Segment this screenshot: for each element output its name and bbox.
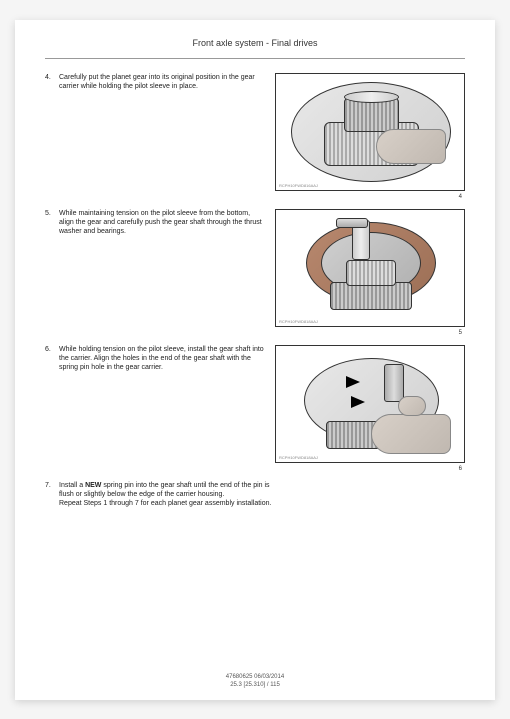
footer-date: 47680625 06/03/2014 [15,674,495,680]
page-header: Front axle system - Final drives [45,38,465,59]
step-number: 5. [45,209,55,327]
gear-small-icon [344,98,399,132]
figure-caption: RCPH10FWD818AAJ [279,455,318,460]
step-body: Carefully put the planet gear into its o… [59,73,265,191]
figure-number: 4 [459,194,462,200]
step-body: While holding tension on the pilot sleev… [59,345,265,463]
handle-icon [336,218,368,228]
gear-top-icon [344,91,399,103]
step-body: Install a NEW spring pin into the gear s… [59,481,275,509]
figure-caption: RCPH10FWD818AAJ [279,319,318,324]
step-text: 5. While maintaining tension on the pilo… [45,209,265,327]
step-7: 7. Install a NEW spring pin into the gea… [45,481,465,509]
gear-upper-icon [346,260,396,286]
step-text: 6. While holding tension on the pilot sl… [45,345,265,463]
step-text: 4. Carefully put the planet gear into it… [45,73,265,191]
step-number: 7. [45,481,55,509]
step-6: 6. While holding tension on the pilot sl… [45,345,465,463]
step-body: While maintaining tension on the pilot s… [59,209,265,327]
step-number: 4. [45,73,55,191]
text-part: Install a [59,482,85,489]
figure-caption: RCPH10FWD816AAJ [279,183,318,188]
thumb-icon [398,396,426,416]
step-4: 4. Carefully put the planet gear into it… [45,73,465,191]
instruction-figure: RCPH10FWD816AAJ 4 [275,73,465,191]
document-page: Front axle system - Final drives 4. Care… [15,20,495,700]
instruction-figure: RCPH10FWD818AAJ 6 [275,345,465,463]
figure-number: 6 [459,466,462,472]
figure-number: 5 [459,330,462,336]
page-footer: 47680625 06/03/2014 25.3 [25.310] / 115 [15,674,495,688]
arrow-icon [351,396,365,408]
step-5: 5. While maintaining tension on the pilo… [45,209,465,327]
step-number: 6. [45,345,55,463]
gear-icon [330,282,412,310]
footer-page-ref: 25.3 [25.310] / 115 [15,682,495,688]
instruction-figure: RCPH10FWD818AAJ 5 [275,209,465,327]
hand-icon [371,414,451,454]
text-bold: NEW [85,482,101,489]
hand-icon [376,129,446,164]
shaft-icon [384,364,404,402]
header-title: Front axle system - Final drives [192,38,317,48]
arrow-icon [346,376,360,388]
text-part: Repeat Steps 1 through 7 for each planet… [59,500,271,507]
step-text: 7. Install a NEW spring pin into the gea… [45,481,275,509]
